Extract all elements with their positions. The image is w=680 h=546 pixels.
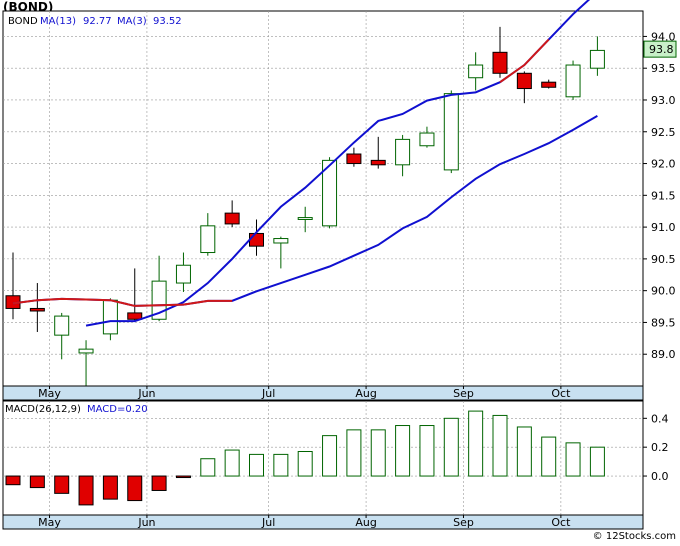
candle-body-24 (589, 49, 605, 69)
candle-body-5 (127, 312, 143, 320)
candle-body-4 (102, 299, 118, 335)
candle-body-14 (346, 153, 362, 165)
price-y-label-6: 92.0 (651, 158, 676, 171)
macd-x-label-0: May (38, 516, 61, 529)
ma-slow-down-segment (12, 297, 233, 307)
macd-bar-1 (29, 475, 45, 489)
price-y-label-8: 93.0 (651, 94, 676, 107)
price-y-label-0: 89.0 (651, 348, 676, 361)
macd-bar-10 (249, 453, 264, 477)
price-x-label-0: May (38, 387, 61, 400)
candle-body-3 (78, 348, 94, 354)
macd-x-axis-band (2, 514, 644, 530)
candle-body-23 (565, 64, 581, 98)
candle-body-12 (297, 217, 313, 220)
macd-y-label-0: 0.0 (651, 470, 669, 483)
candle-body-16 (395, 138, 411, 166)
price-y-label-10: 94.0 (651, 30, 676, 43)
candle-body-1 (29, 307, 45, 312)
candle-body-2 (54, 315, 70, 336)
macd-x-label-1: Jun (137, 516, 155, 529)
price-x-label-2: Jul (261, 387, 275, 400)
candle-body-11 (273, 238, 289, 244)
macd-bar-18 (443, 417, 459, 477)
candle-body-18 (443, 93, 459, 171)
candle-body-17 (419, 132, 435, 147)
candle-body-13 (322, 159, 338, 227)
macd-bar-23 (565, 442, 581, 477)
macd-bar-22 (541, 436, 557, 477)
macd-bar-20 (492, 414, 508, 477)
candle-body-6 (151, 280, 167, 320)
candle-body-7 (175, 264, 191, 284)
candle-body-10 (249, 232, 264, 247)
macd-bar-2 (54, 475, 70, 494)
macd-legend-value: MACD=0.20 (87, 404, 148, 415)
macd-legend-label: MACD(26,12,9) (5, 404, 81, 415)
macd-bar-5 (127, 475, 143, 502)
price-y-label-1: 89.5 (651, 316, 676, 329)
macd-bar-4 (102, 475, 118, 500)
price-x-axis-band (2, 385, 644, 401)
macd-bar-12 (297, 451, 313, 477)
last-price-box (643, 40, 677, 58)
candle-body-19 (468, 64, 484, 79)
legend-symbol: BOND (8, 16, 38, 27)
macd-x-label-4: Sep (453, 516, 474, 529)
legend-ma13-label: MA(13) (40, 16, 76, 27)
macd-bar-11 (273, 453, 289, 477)
macd-bar-21 (516, 426, 532, 477)
ma-fast-down-segment-1 (499, 38, 550, 84)
copyright-credit: © 12Stocks.com (592, 531, 676, 542)
legend-ma3-value: 93.52 (153, 16, 182, 27)
candle-body-8 (200, 225, 216, 254)
candle-body-21 (516, 72, 532, 90)
candle-body-9 (224, 212, 240, 225)
macd-bar-13 (322, 435, 338, 477)
macd-bar-9 (224, 449, 240, 477)
macd-y-label-2: 0.4 (651, 412, 669, 425)
macd-bar-14 (346, 429, 362, 477)
macd-bar-17 (419, 425, 435, 477)
macd-bar-8 (200, 458, 216, 477)
price-y-label-5: 91.5 (651, 189, 676, 202)
macd-y-label-1: 0.2 (651, 441, 669, 454)
macd-x-label-2: Jul (261, 516, 275, 529)
candle-body-22 (541, 81, 557, 88)
price-x-label-5: Oct (551, 387, 571, 400)
macd-bar-3 (78, 475, 94, 506)
legend-ma3-label: MA(3) (117, 16, 147, 27)
macd-bar-24 (589, 446, 605, 477)
macd-bar-16 (395, 425, 411, 477)
macd-bar-19 (468, 410, 484, 477)
macd-x-label-5: Oct (551, 516, 571, 529)
price-x-label-4: Sep (453, 387, 474, 400)
last-price-label: 93.8 (649, 43, 674, 56)
price-y-label-9: 93.5 (651, 62, 676, 75)
candle-body-15 (370, 159, 386, 166)
price-x-label-3: Aug (355, 387, 376, 400)
legend-ma13-value: 92.77 (83, 16, 112, 27)
price-y-label-3: 90.5 (651, 253, 676, 266)
price-x-label-1: Jun (137, 387, 155, 400)
price-y-label-4: 91.0 (651, 221, 676, 234)
macd-bar-0 (5, 475, 21, 486)
macd-bar-15 (370, 429, 386, 477)
macd-bar-7 (175, 475, 191, 479)
macd-x-label-3: Aug (355, 516, 376, 529)
price-y-label-7: 92.5 (651, 126, 676, 139)
candle-body-20 (492, 51, 508, 74)
macd-bar-6 (151, 475, 167, 491)
price-y-label-2: 90.0 (651, 285, 676, 298)
